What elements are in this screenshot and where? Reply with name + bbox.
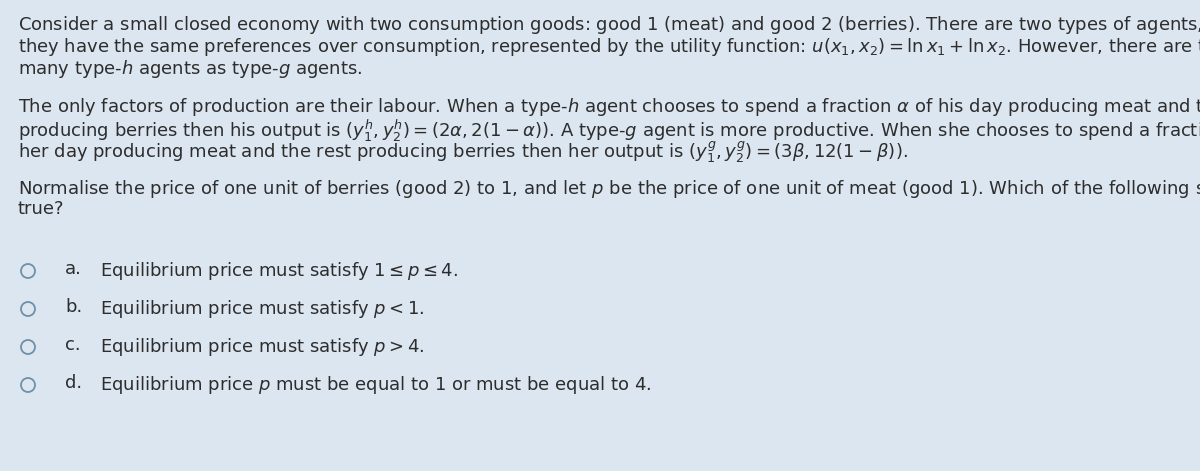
Text: true?: true?	[18, 200, 65, 218]
Text: The only factors of production are their labour. When a type-$h$ agent chooses t: The only factors of production are their…	[18, 96, 1200, 118]
Text: Equilibrium price must satisfy $1 \leq p \leq 4$.: Equilibrium price must satisfy $1 \leq p…	[100, 260, 458, 282]
Text: Normalise the price of one unit of berries (good 2) to 1, and let $p$ be the pri: Normalise the price of one unit of berri…	[18, 178, 1200, 200]
Text: Equilibrium price $p$ must be equal to 1 or must be equal to 4.: Equilibrium price $p$ must be equal to 1…	[100, 374, 652, 396]
Text: producing berries then his output is $(y_1^h, y_2^h) = (2\alpha, 2(1 - \alpha))$: producing berries then his output is $(y…	[18, 118, 1200, 144]
Text: many type-$h$ agents as type-$g$ agents.: many type-$h$ agents as type-$g$ agents.	[18, 58, 362, 80]
Text: c.: c.	[65, 336, 80, 354]
Text: Equilibrium price must satisfy $p < 1$.: Equilibrium price must satisfy $p < 1$.	[100, 298, 425, 320]
Text: her day producing meat and the rest producing berries then her output is $(y_1^g: her day producing meat and the rest prod…	[18, 140, 907, 165]
Text: a.: a.	[65, 260, 82, 278]
Text: Equilibrium price must satisfy $p > 4$.: Equilibrium price must satisfy $p > 4$.	[100, 336, 425, 358]
Text: they have the same preferences over consumption, represented by the utility func: they have the same preferences over cons…	[18, 36, 1200, 58]
Text: Consider a small closed economy with two consumption goods: good 1 (meat) and go: Consider a small closed economy with two…	[18, 14, 1200, 36]
Text: d.: d.	[65, 374, 82, 392]
Text: b.: b.	[65, 298, 83, 316]
